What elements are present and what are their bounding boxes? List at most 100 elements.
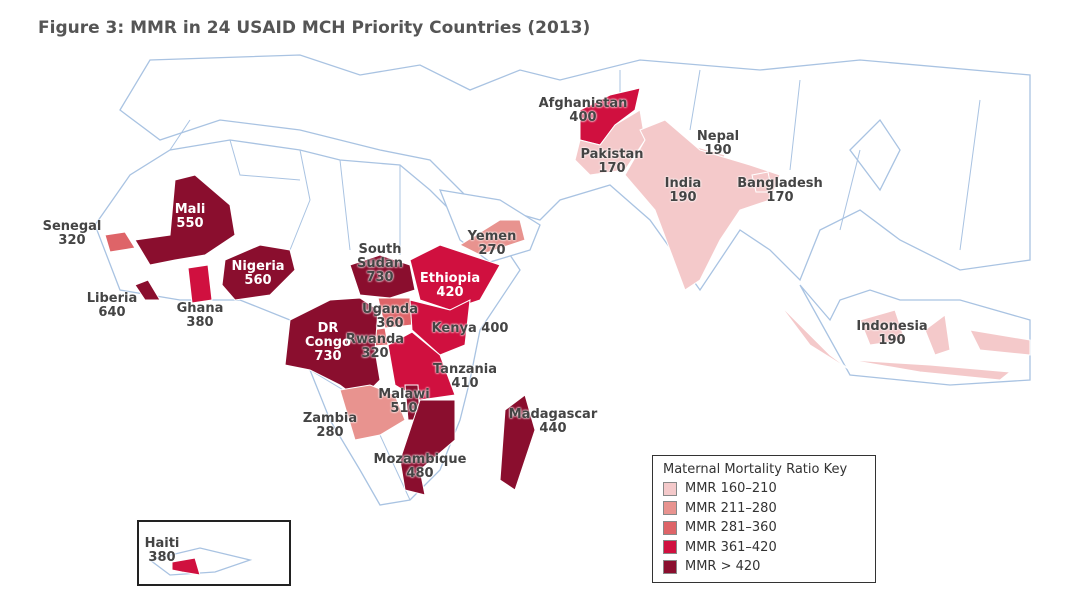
country-mmr: 190	[878, 333, 906, 348]
country-shape	[779, 304, 1031, 381]
country-name: Rwanda	[345, 332, 405, 347]
country-label: Uganda 360	[362, 303, 418, 331]
legend-title: Maternal Mortality Ratio Key	[663, 462, 848, 477]
country-shape	[104, 231, 136, 253]
country-shape	[409, 299, 471, 356]
country-shape	[187, 264, 213, 304]
legend-swatch	[663, 520, 677, 535]
legend-swatch	[663, 481, 677, 496]
legend-item: MMR 281–360	[663, 518, 865, 538]
country-label: Yemen 270	[468, 230, 517, 258]
country-mmr: 730	[366, 270, 394, 285]
country-label: Liberia 640	[87, 292, 138, 320]
country-label: Tanzania 410	[433, 363, 497, 391]
legend-item: MMR > 420	[663, 557, 865, 577]
country-name: Pakistan	[580, 147, 644, 162]
country-mmr: 510	[390, 401, 418, 416]
country-name: Bangladesh	[737, 176, 823, 191]
country-label: Ghana 380	[177, 302, 224, 330]
legend-item: MMR 361–420	[663, 538, 865, 558]
country-label: Ethiopia 420	[420, 272, 480, 300]
country-name: Malawi	[378, 387, 430, 402]
country-label: Mali 550	[175, 203, 206, 231]
country-name: Haiti	[144, 536, 180, 551]
country-mmr: 190	[704, 143, 732, 158]
country-name: Tanzania	[432, 362, 498, 377]
country-label: DR Congo 730	[303, 322, 353, 364]
country-shape	[171, 557, 201, 576]
country-label: Kenya 400	[432, 322, 509, 336]
country-mmr: 560	[244, 273, 272, 288]
country-name: Liberia	[86, 291, 138, 306]
legend-label: MMR 160–210	[685, 481, 777, 497]
country-mmr: 550	[176, 216, 204, 231]
country-label: India 190	[665, 177, 702, 205]
legend-item: MMR 211–280	[663, 499, 865, 519]
legend-label: MMR 281–360	[685, 520, 777, 536]
legend-swatch	[663, 501, 677, 516]
country-label: Mozambique 480	[374, 453, 467, 481]
legend: Maternal Mortality Ratio Key MMR 160–210…	[652, 455, 876, 583]
country-name: Madagascar	[508, 407, 598, 422]
country-name: Mali	[174, 202, 206, 217]
country-name: Yemen	[467, 229, 517, 244]
country-label: South Sudan 730	[355, 243, 405, 285]
country-shape	[349, 254, 416, 299]
country-name: Ghana	[176, 301, 224, 316]
country-mmr: 320	[361, 346, 389, 361]
country-label: Indonesia 190	[856, 320, 927, 348]
country-name: Kenya	[431, 321, 477, 336]
country-mmr: 400	[481, 321, 509, 336]
country-name: Nepal	[696, 129, 740, 144]
country-mmr: 640	[98, 305, 126, 320]
country-label: Rwanda 320	[346, 333, 404, 361]
country-shape	[387, 331, 456, 401]
country-mmr: 270	[478, 243, 506, 258]
country-label: Nigeria 560	[231, 260, 284, 288]
country-label: Bangladesh 170	[737, 177, 823, 205]
country-label: Malawi 510	[378, 388, 429, 416]
legend-swatch	[663, 559, 677, 574]
country-label: Senegal 320	[43, 220, 102, 248]
country-mmr: 190	[669, 190, 697, 205]
country-mmr: 420	[436, 285, 464, 300]
country-label: Madagascar 440	[509, 408, 598, 436]
country-name: Indonesia	[856, 319, 928, 334]
haiti-inset	[137, 520, 291, 586]
legend-label: MMR > 420	[685, 559, 761, 575]
country-name: Nigeria	[231, 259, 285, 274]
country-name: Mozambique	[373, 452, 467, 467]
country-name: Senegal	[42, 219, 102, 234]
country-shape	[499, 394, 536, 491]
country-label: Afghanistan 400	[539, 97, 628, 125]
country-name: DR Congo	[305, 321, 351, 350]
country-shape	[751, 171, 773, 193]
country-label: Zambia 280	[303, 412, 357, 440]
legend-swatch	[663, 540, 677, 555]
country-name: South Sudan	[357, 242, 403, 271]
country-label: Nepal 190	[697, 130, 739, 158]
country-name: Zambia	[302, 411, 358, 426]
country-mmr: 730	[314, 349, 342, 364]
country-shape	[409, 244, 501, 311]
country-label: Haiti 380	[145, 537, 180, 565]
country-mmr: 440	[539, 421, 567, 436]
country-mmr: 380	[186, 315, 214, 330]
country-mmr: 170	[766, 190, 794, 205]
country-shape	[458, 219, 526, 256]
country-name: Afghanistan	[538, 96, 628, 111]
country-shape	[221, 244, 296, 301]
country-mmr: 380	[148, 550, 176, 565]
country-shape	[339, 384, 406, 441]
country-name: India	[664, 176, 702, 191]
country-shape	[284, 297, 381, 401]
country-shape	[134, 279, 161, 301]
country-mmr: 170	[598, 161, 626, 176]
country-name: Ethiopia	[419, 271, 481, 286]
title: Figure 3: MMR in 24 USAID MCH Priority C…	[38, 18, 591, 38]
legend-label: MMR 211–280	[685, 500, 777, 516]
legend-item: MMR 160–210	[663, 479, 865, 499]
country-mmr: 410	[451, 376, 479, 391]
